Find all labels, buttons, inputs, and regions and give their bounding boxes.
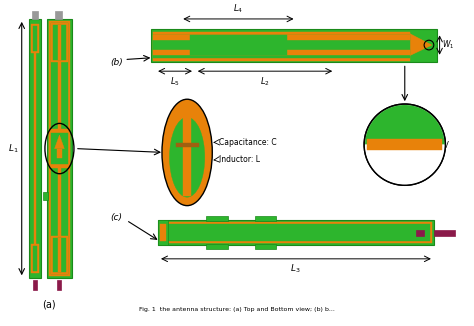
Bar [416,230,424,236]
Bar [160,222,432,243]
Bar [33,246,37,272]
Text: Inductor: L: Inductor: L [219,155,260,164]
Bar [57,23,61,274]
Bar [207,244,228,249]
Wedge shape [365,145,445,184]
Bar [51,23,68,62]
Bar [56,149,63,158]
Bar [51,236,68,274]
Text: Capacitance: C: Capacitance: C [219,138,277,147]
Bar [151,29,437,62]
Ellipse shape [170,117,205,197]
Bar [158,220,168,245]
Polygon shape [55,135,64,149]
Bar [162,224,430,242]
Bar [49,21,70,276]
Bar [49,129,70,168]
Bar [153,36,410,58]
Bar [367,139,443,151]
Text: $L_1$: $L_1$ [9,142,19,155]
Text: (a): (a) [42,300,55,309]
Text: $W_1$: $W_1$ [442,39,454,51]
Bar [153,33,410,61]
Bar [153,50,410,55]
Bar [55,11,63,19]
Bar [34,53,36,244]
Polygon shape [408,33,432,57]
Bar [31,24,39,53]
Text: (c): (c) [110,213,122,222]
Bar [32,11,38,19]
Bar [53,238,66,273]
Bar [29,19,41,278]
Bar [51,23,68,274]
Text: $L_2$: $L_2$ [260,75,270,88]
Text: $L_4$: $L_4$ [233,3,244,15]
Bar [43,192,48,200]
Wedge shape [365,105,445,145]
Bar [153,36,410,40]
Circle shape [364,104,446,185]
Bar [255,216,276,221]
Bar [33,280,37,290]
Text: $W$: $W$ [439,139,449,150]
Bar [255,244,276,249]
Bar [175,143,199,147]
Bar [31,244,39,273]
Bar [190,36,287,55]
Ellipse shape [162,99,212,206]
Bar [183,111,191,196]
Bar [207,216,228,221]
Bar [57,25,61,60]
Text: (b): (b) [110,58,123,67]
Text: Fig. 1  the antenna structure: (a) Top and Bottom view; (b) b...: Fig. 1 the antenna structure: (a) Top an… [139,307,336,312]
Bar [53,25,66,60]
Bar [51,133,68,164]
Bar [158,220,434,245]
Bar [434,230,455,236]
Text: $L_3$: $L_3$ [290,263,301,275]
Bar [56,280,61,290]
Bar [160,224,166,242]
Bar [47,19,72,278]
Text: $L_5$: $L_5$ [170,75,180,88]
Bar [57,238,61,273]
Bar [33,26,37,51]
